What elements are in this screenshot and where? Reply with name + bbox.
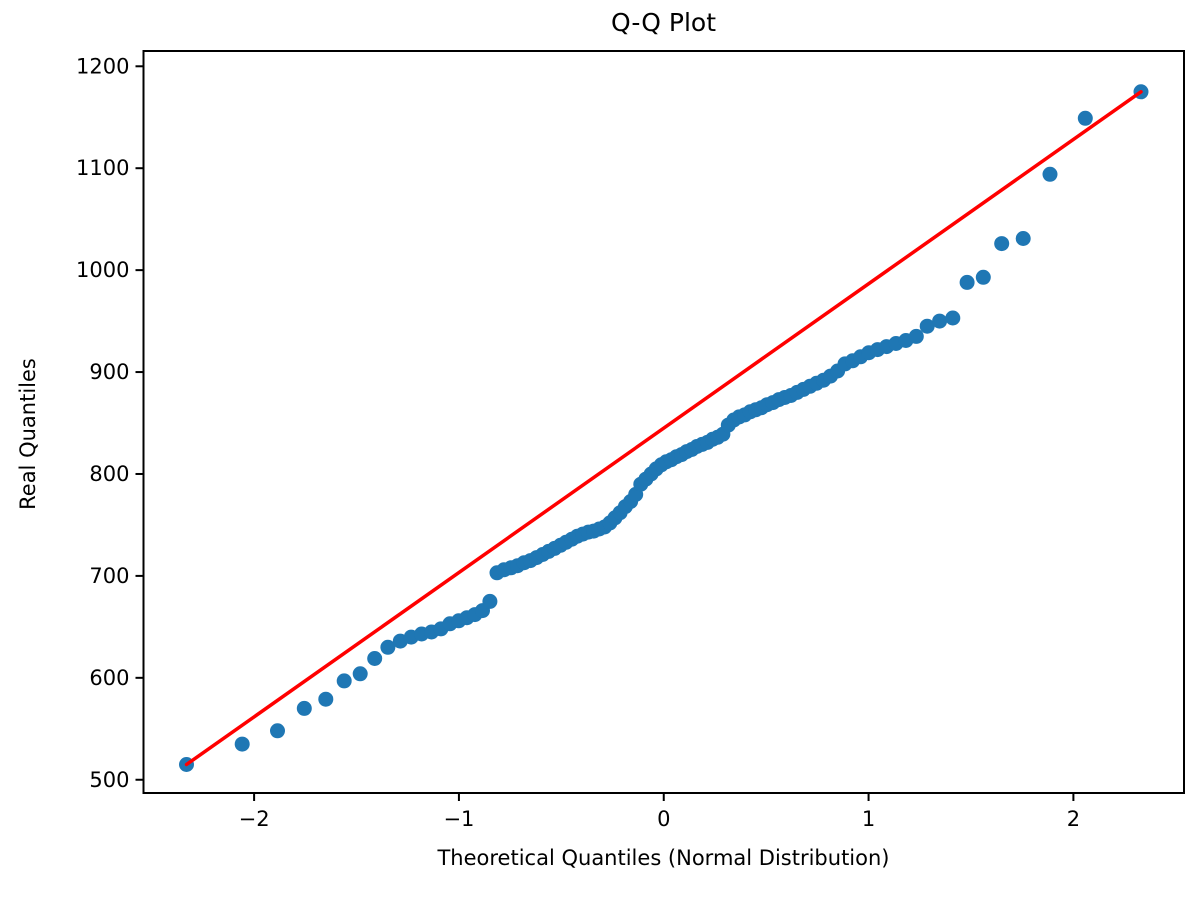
chart-title: Q-Q Plot xyxy=(610,8,717,37)
y-tick-label: 700 xyxy=(89,564,129,588)
data-point xyxy=(234,736,250,752)
data-point xyxy=(959,274,975,290)
x-tick-label: −2 xyxy=(239,807,270,831)
data-point xyxy=(975,269,991,285)
x-tick-label: 1 xyxy=(862,807,875,831)
data-point xyxy=(908,328,924,344)
y-tick-label: 1100 xyxy=(76,156,129,180)
data-point xyxy=(367,651,383,666)
x-tick-label: 2 xyxy=(1067,807,1080,831)
data-point xyxy=(380,639,396,655)
data-point xyxy=(945,310,961,326)
data-point xyxy=(932,313,948,329)
y-tick-label: 500 xyxy=(89,768,129,792)
axes-spines xyxy=(142,50,1185,794)
data-point xyxy=(352,666,368,682)
y-tick-label: 900 xyxy=(89,360,129,384)
x-tick-label: 0 xyxy=(657,807,670,831)
data-point xyxy=(1042,166,1058,182)
data-point xyxy=(336,673,352,689)
y-tick-label: 800 xyxy=(89,462,129,486)
x-axis-label: Theoretical Quantiles (Normal Distributi… xyxy=(437,846,890,870)
data-point xyxy=(1015,231,1031,246)
reference-line xyxy=(184,90,1143,767)
data-point xyxy=(318,691,334,707)
data-point xyxy=(296,700,312,716)
data-point xyxy=(482,593,498,609)
x-tick-label: −1 xyxy=(443,807,474,831)
data-point xyxy=(270,723,285,739)
y-tick-label: 1000 xyxy=(76,258,129,282)
data-point xyxy=(994,236,1010,252)
y-axis-label: Real Quantiles xyxy=(16,358,40,510)
y-tick-label: 600 xyxy=(89,666,129,690)
data-point xyxy=(919,318,935,334)
y-tick-label: 1200 xyxy=(76,54,129,78)
data-point xyxy=(1077,110,1093,126)
